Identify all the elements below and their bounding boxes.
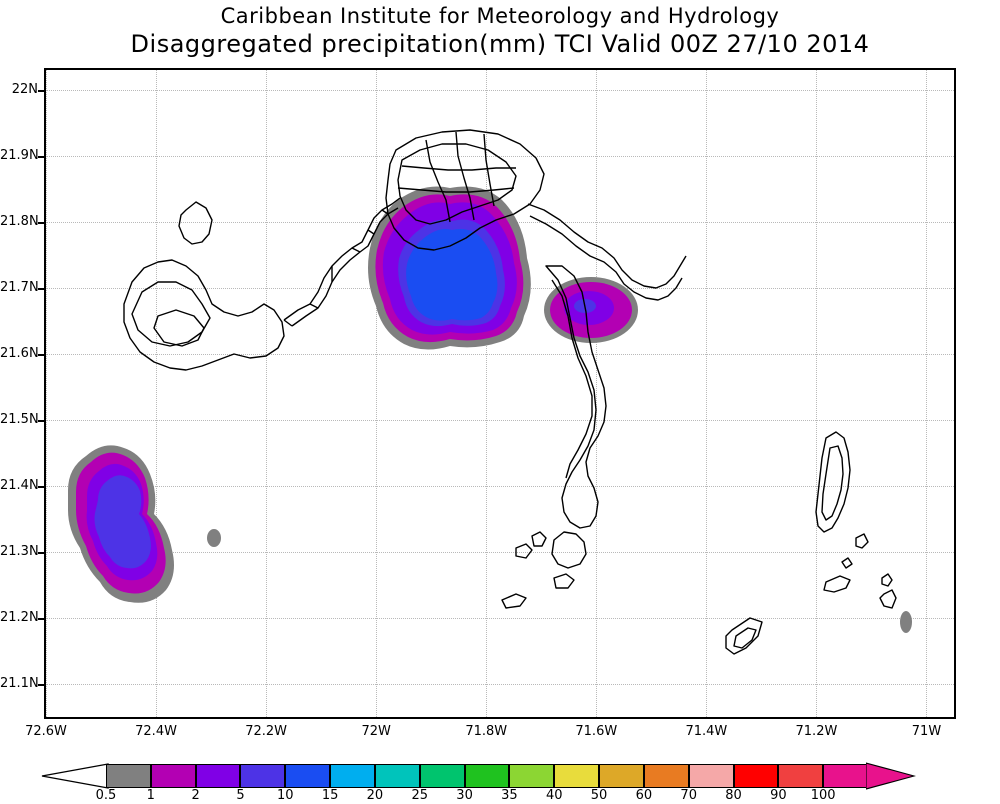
colorbar-label-50: 50 xyxy=(590,788,608,803)
colorbar-swatch-80 xyxy=(733,764,779,788)
y-tick-mark-21.1N xyxy=(38,683,44,686)
gridline-vertical-71.8W xyxy=(486,70,488,717)
y-axis-labels: 22N 21.9N 21.8N 21.7N 21.6N 21.5N 21.4N 21.3N 21… xyxy=(0,68,1000,719)
colorbar-swatch-25 xyxy=(419,764,465,788)
y-tick-label-21.3N: 21.3N xyxy=(0,543,39,559)
x-tick-label-72.2W: 72.2W xyxy=(245,724,288,739)
gridline-vertical-71.2W xyxy=(816,70,818,717)
map-canvas xyxy=(46,70,954,717)
colorbar-swatch-20 xyxy=(374,764,420,788)
page-title: Disaggregated precipitation(mm) TCI Vali… xyxy=(130,30,870,58)
x-tick-label-71.4W: 71.4W xyxy=(685,724,728,739)
y-tick-label-22N: 22N xyxy=(11,81,38,97)
colorbar-label-90: 90 xyxy=(770,788,787,803)
colorbar-label-1: 1 xyxy=(146,788,155,803)
colorbar-swatch-90 xyxy=(778,764,824,788)
colorbar-swatches xyxy=(106,764,868,788)
colorbar-label-25: 25 xyxy=(411,788,429,803)
y-tick-label-21.9N: 21.9N xyxy=(0,147,39,163)
x-tick-label-72W: 72W xyxy=(361,724,391,739)
colorbar-swatch-0.5 xyxy=(106,764,151,788)
y-tick-label-21.1N: 21.1N xyxy=(0,675,39,691)
y-tick-mark-21.4N xyxy=(38,485,44,488)
colorbar-swatch-60 xyxy=(643,764,689,788)
colorbar-high-extend-arrow xyxy=(866,762,916,790)
colorbar-label-60: 60 xyxy=(635,788,653,803)
colorbar-swatch-15 xyxy=(330,764,375,788)
gridline-vertical-72.6W xyxy=(46,70,47,717)
gridline-horizontal-21.3N xyxy=(46,551,954,553)
y-tick-mark-21.8N xyxy=(38,221,44,224)
gridline-vertical-71.4W xyxy=(706,70,708,717)
x-axis-labels: 72.6W 72.4W 72.2W 72W 71.8W 71.6W 71.4W 71.2W 71… xyxy=(0,724,1000,748)
colorbar-label-35: 35 xyxy=(501,788,518,803)
institute-title: Caribbean Institute for Meteorology and … xyxy=(220,4,780,28)
colorbar-label-100: 100 xyxy=(810,788,836,803)
colorbar-label-2: 2 xyxy=(191,788,200,803)
x-tick-label-71.6W: 71.6W xyxy=(575,724,618,739)
southwest-cell xyxy=(68,445,174,603)
y-tick-mark-21.3N xyxy=(38,551,44,554)
y-tick-label-21.8N: 21.8N xyxy=(0,213,39,229)
figure-title-block: Caribbean Institute for Meteorology and … xyxy=(0,2,1000,58)
gridline-horizontal-21.4N xyxy=(46,485,954,487)
coastline-layer xyxy=(123,129,897,655)
y-tick-mark-21.2N xyxy=(38,617,44,620)
colorbar-label-20: 20 xyxy=(366,788,384,803)
x-tick-label-72.6W: 72.6W xyxy=(25,724,67,739)
y-tick-mark-22N xyxy=(38,89,44,92)
colorbar-swatch-2 xyxy=(195,764,241,788)
colorbar-tick-labels: 0.5 1 2 5 10 15 20 25 30 35 40 50 60 70 80 90 100 xyxy=(0,788,1000,804)
colorbar-legend: 0.5 1 2 5 10 15 20 25 30 35 40 50 60 70 80 90 100 xyxy=(0,762,1000,803)
colorbar-swatch-5 xyxy=(240,764,286,788)
gridline-horizontal-22N xyxy=(46,89,954,91)
y-tick-mark-21.9N xyxy=(38,155,44,158)
map-plot-area xyxy=(44,68,956,719)
colorbar-label-5: 5 xyxy=(236,788,245,803)
y-tick-label-21.7N: 21.7N xyxy=(0,279,39,295)
gridline-horizontal-21.6N xyxy=(46,353,954,355)
colorbar-label-0.5: 0.5 xyxy=(95,788,117,803)
gridline-vertical-72.2W xyxy=(266,70,268,717)
colorbar-label-10: 10 xyxy=(277,788,294,803)
main-caicos-cell xyxy=(368,186,531,350)
y-tick-label-21.2N: 21.2N xyxy=(0,609,39,625)
colorbar-swatch-70 xyxy=(688,764,734,788)
y-tick-mark-21.5N xyxy=(38,419,44,422)
x-tick-label-71W: 71W xyxy=(911,724,942,739)
y-tick-label-21.6N: 21.6N xyxy=(0,345,39,361)
y-tick-label-21.5N: 21.5N xyxy=(0,411,39,427)
colorbar-swatch-35 xyxy=(509,764,555,788)
y-tick-label-21.4N: 21.4N xyxy=(0,477,39,493)
precipitation-shading-layer xyxy=(68,186,912,633)
x-tick-label-71.2W: 71.2W xyxy=(795,724,838,739)
x-tick-label-72.4W: 72.4W xyxy=(135,724,177,739)
colorbar-label-70: 70 xyxy=(680,788,697,803)
x-tick-label-71.8W: 71.8W xyxy=(465,724,508,739)
y-tick-mark-21.7N xyxy=(38,287,44,290)
colorbar-swatch-10 xyxy=(285,764,331,788)
gridline-vertical-71.6W xyxy=(596,70,598,717)
gridline-horizontal-21.1N xyxy=(46,683,954,685)
gridline-vertical-71W xyxy=(926,70,928,717)
colorbar-swatch-1 xyxy=(150,764,196,788)
gridline-horizontal-21.5N xyxy=(46,419,954,421)
colorbar-swatch-30 xyxy=(464,764,510,788)
gridline-horizontal-21.2N xyxy=(46,617,954,619)
colorbar-swatch-40 xyxy=(554,764,600,788)
isolated-light-precip-specks xyxy=(207,529,912,633)
colorbar-label-80: 80 xyxy=(725,788,742,803)
gridline-horizontal-21.9N xyxy=(46,155,954,157)
colorbar-low-extend-arrow xyxy=(41,763,109,789)
y-tick-mark-21.6N xyxy=(38,353,44,356)
colorbar-label-40: 40 xyxy=(545,788,563,803)
gridline-vertical-72W xyxy=(376,70,378,717)
colorbar-label-30: 30 xyxy=(456,788,473,803)
colorbar-label-15: 15 xyxy=(321,788,339,803)
colorbar-swatch-50 xyxy=(599,764,644,788)
colorbar-swatch-100 xyxy=(823,764,868,788)
gridline-vertical-72.4W xyxy=(156,70,158,717)
